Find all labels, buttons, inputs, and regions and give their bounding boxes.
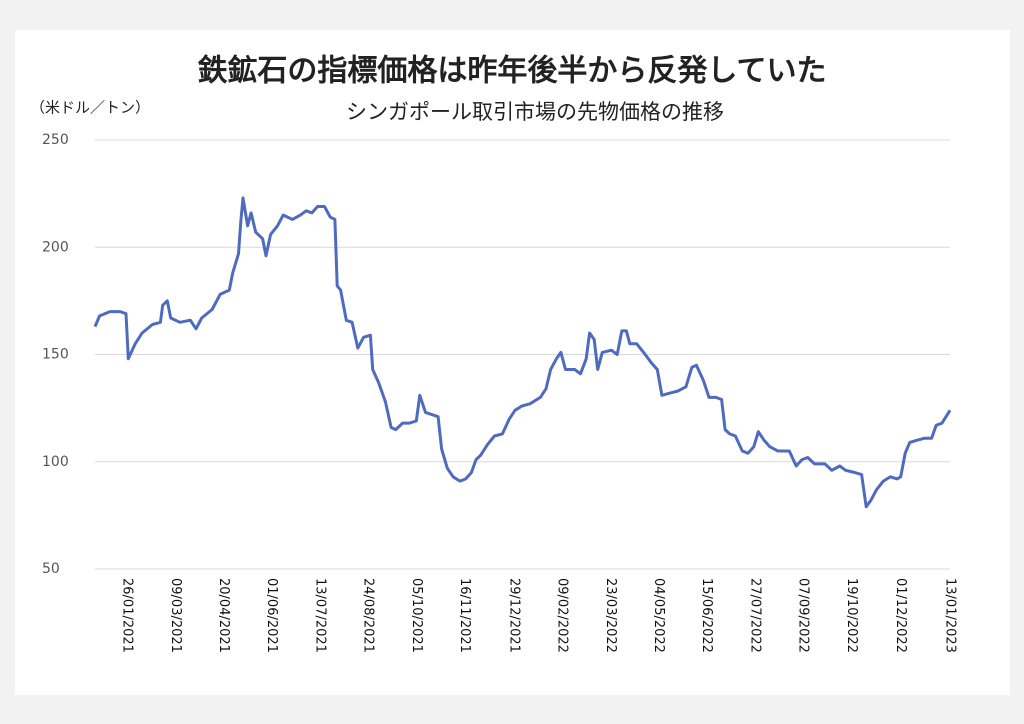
chart-subtitle: シンガポール取引市場の先物価格の推移 bbox=[346, 100, 724, 124]
x-tick-label: 23/03/2022 bbox=[603, 578, 618, 653]
x-tick-label: 13/01/2023 bbox=[943, 578, 958, 653]
x-tick-label: 16/11/2021 bbox=[457, 578, 472, 653]
x-tick-label: 13/07/2021 bbox=[312, 578, 327, 653]
x-tick-label: 20/04/2021 bbox=[216, 578, 231, 653]
y-tick-label: 200 bbox=[42, 239, 69, 255]
x-tick-label: 05/10/2021 bbox=[409, 578, 424, 653]
price-line bbox=[93, 196, 952, 509]
x-tick-label: 04/05/2022 bbox=[651, 578, 666, 653]
x-tick-label: 19/10/2022 bbox=[844, 578, 859, 653]
x-tick-label: 26/01/2021 bbox=[120, 578, 135, 653]
y-axis-label: （米ドル／トン） bbox=[30, 99, 150, 117]
x-tick-label: 09/03/2021 bbox=[168, 578, 183, 653]
x-tick-label: 01/06/2021 bbox=[264, 578, 279, 653]
y-tick-label: 50 bbox=[42, 561, 60, 577]
x-tick-label: 01/12/2022 bbox=[893, 578, 908, 653]
y-tick-label: 250 bbox=[42, 132, 69, 148]
x-tick-label: 27/07/2022 bbox=[747, 578, 762, 653]
x-tick-label: 15/06/2022 bbox=[699, 578, 714, 653]
x-tick-label: 09/02/2022 bbox=[555, 578, 570, 653]
x-tick-label: 24/08/2021 bbox=[361, 578, 376, 653]
chart-card bbox=[15, 30, 1010, 695]
x-tick-label: 07/09/2022 bbox=[796, 578, 811, 653]
chart-title: 鉄鉱石の指標価格は昨年後半から反発していた bbox=[197, 54, 826, 89]
x-tick-label: 29/12/2021 bbox=[506, 578, 521, 653]
y-tick-label: 100 bbox=[42, 454, 69, 470]
y-tick-label: 150 bbox=[42, 347, 69, 363]
